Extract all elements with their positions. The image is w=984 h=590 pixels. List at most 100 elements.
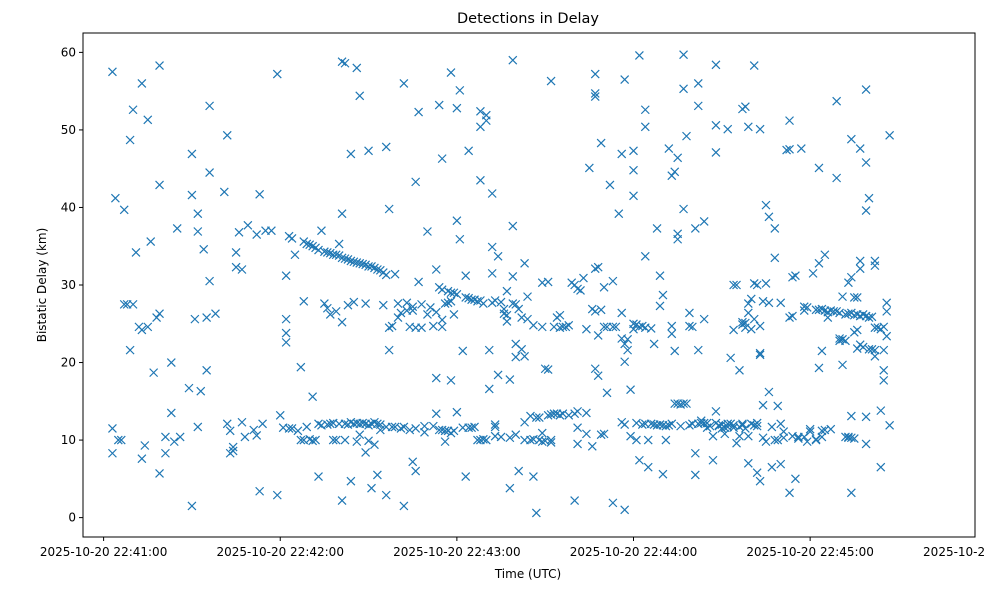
data-point xyxy=(623,334,633,344)
data-point xyxy=(172,223,182,233)
data-point xyxy=(637,420,647,429)
data-point xyxy=(805,424,815,434)
data-point xyxy=(461,292,471,302)
data-point xyxy=(673,153,683,163)
data-point xyxy=(193,227,203,236)
data-point xyxy=(876,406,886,416)
data-point xyxy=(573,439,582,449)
data-point xyxy=(838,360,847,370)
data-point xyxy=(319,299,329,309)
data-point xyxy=(202,365,212,375)
data-point xyxy=(885,420,895,430)
data-point xyxy=(440,426,450,436)
data-point xyxy=(711,60,721,70)
data-point xyxy=(455,85,465,95)
data-point xyxy=(685,321,694,331)
data-point xyxy=(593,262,603,272)
data-point xyxy=(667,329,677,339)
data-point xyxy=(699,314,709,324)
data-point xyxy=(387,321,397,331)
data-point xyxy=(617,149,627,159)
data-point xyxy=(767,422,777,432)
data-point xyxy=(590,69,600,79)
data-point xyxy=(808,268,818,278)
data-point xyxy=(231,248,241,257)
data-point xyxy=(743,458,753,468)
data-point xyxy=(461,271,471,281)
data-point xyxy=(205,276,215,286)
data-point xyxy=(740,102,750,112)
data-point xyxy=(690,223,700,233)
data-point xyxy=(481,116,491,126)
data-point xyxy=(166,358,176,367)
data-point xyxy=(634,455,644,465)
data-point xyxy=(113,435,123,445)
data-point xyxy=(743,299,753,309)
y-tick-label: 60 xyxy=(61,45,76,59)
data-point xyxy=(843,432,853,442)
data-point xyxy=(343,300,353,310)
data-point xyxy=(461,472,471,481)
data-point xyxy=(599,429,609,439)
data-point xyxy=(384,204,394,214)
data-point xyxy=(384,345,394,355)
data-point xyxy=(108,448,117,458)
data-point xyxy=(764,298,774,308)
data-point xyxy=(773,435,783,445)
data-point xyxy=(693,345,703,355)
data-point xyxy=(387,422,397,432)
data-point xyxy=(629,146,638,156)
data-point xyxy=(511,299,521,309)
data-point xyxy=(864,193,874,203)
data-point xyxy=(699,418,709,428)
data-point xyxy=(640,105,650,115)
data-point xyxy=(381,270,391,280)
data-point xyxy=(411,177,421,187)
data-point xyxy=(337,317,347,327)
data-point xyxy=(620,505,630,515)
data-point xyxy=(655,271,665,281)
data-point xyxy=(119,299,129,309)
data-point xyxy=(858,342,868,352)
data-point xyxy=(826,424,836,434)
data-point xyxy=(764,212,774,222)
data-point xyxy=(281,314,291,324)
data-point xyxy=(205,101,215,111)
data-point xyxy=(205,168,215,177)
data-point xyxy=(882,298,892,308)
data-point xyxy=(531,508,541,518)
data-point xyxy=(408,457,418,467)
data-point xyxy=(437,322,447,332)
data-point xyxy=(814,258,824,268)
data-point xyxy=(620,357,630,367)
data-point xyxy=(764,387,774,397)
data-point xyxy=(476,175,485,185)
data-point xyxy=(738,419,747,429)
data-point xyxy=(281,271,291,281)
data-point xyxy=(455,234,465,244)
data-point xyxy=(785,488,794,498)
data-point xyxy=(705,421,715,431)
data-point xyxy=(655,301,665,311)
data-point xyxy=(602,388,612,398)
data-point xyxy=(629,319,638,329)
data-point xyxy=(505,483,515,493)
data-point xyxy=(843,278,853,288)
data-point xyxy=(452,289,462,299)
data-point xyxy=(434,100,444,110)
data-point xyxy=(484,384,494,394)
data-point xyxy=(252,230,262,240)
data-point xyxy=(511,430,521,440)
data-point xyxy=(682,131,691,141)
data-point xyxy=(484,345,494,355)
data-point xyxy=(802,303,812,312)
data-point xyxy=(190,314,200,324)
data-point xyxy=(817,432,827,442)
data-point xyxy=(549,409,559,419)
data-point xyxy=(564,410,574,420)
data-point xyxy=(508,55,518,65)
data-point xyxy=(596,430,606,440)
data-point xyxy=(846,488,856,498)
data-point xyxy=(820,250,830,260)
data-point xyxy=(790,474,800,484)
